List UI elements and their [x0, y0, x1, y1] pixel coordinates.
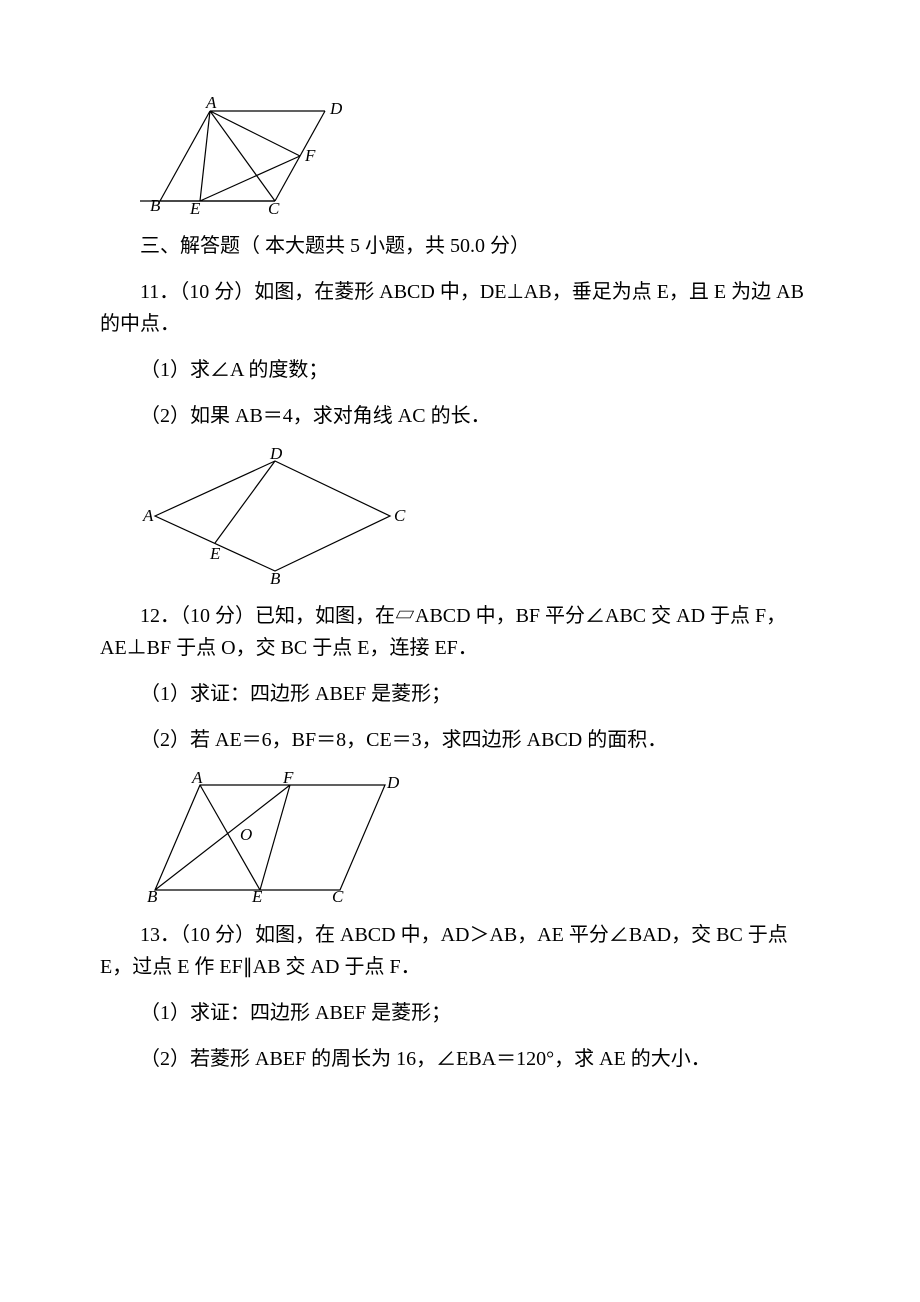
label-A: A — [205, 96, 217, 112]
label-B: B — [150, 196, 161, 215]
q12-label-C: C — [332, 887, 344, 905]
section-3-heading: 三、解答题（ 本大题共 5 小题，共 50.0 分） — [100, 230, 820, 262]
q10-svg: A B C D E F — [140, 96, 360, 216]
figure-q12: A B C D E F O — [140, 770, 820, 905]
label-F: F — [304, 146, 316, 165]
q11-label-E: E — [209, 544, 221, 563]
q12-label-O: O — [240, 825, 252, 844]
q12-label-E: E — [251, 887, 263, 905]
q12-label-D: D — [386, 773, 400, 792]
q11-stem: 11．（10 分）如图，在菱形 ABCD 中，DE⊥AB，垂足为点 E，且 E … — [100, 276, 820, 340]
q13-part2: （2）若菱形 ABEF 的周长为 16，∠EBA＝120°，求 AE 的大小． — [100, 1043, 820, 1075]
q11-label-D: D — [269, 446, 283, 463]
q12-label-A: A — [191, 770, 203, 787]
q12-label-B: B — [147, 887, 158, 905]
q11-label-C: C — [394, 506, 406, 525]
figure-q10: A B C D E F — [140, 96, 820, 216]
q12-part2: （2）若 AE＝6，BF＝8，CE＝3，求四边形 ABCD 的面积． — [100, 724, 820, 756]
q12-svg: A B C D E F O — [140, 770, 400, 905]
label-C: C — [268, 199, 280, 216]
q12-stem: 12．（10 分）已知，如图，在▱ABCD 中，BF 平分∠ABC 交 AD 于… — [100, 600, 820, 664]
q11-label-B: B — [270, 569, 281, 586]
q11-part2: （2）如果 AB＝4，求对角线 AC 的长． — [100, 400, 820, 432]
q13-stem: 13．（10 分）如图，在 ABCD 中，AD＞AB，AE 平分∠BAD，交 B… — [100, 919, 820, 983]
q12-label-F: F — [282, 770, 294, 787]
label-E: E — [189, 199, 201, 216]
label-D: D — [329, 99, 343, 118]
q13-part1: （1）求证：四边形 ABEF 是菱形； — [100, 997, 820, 1029]
q11-label-A: A — [142, 506, 154, 525]
q12-part1: （1）求证：四边形 ABEF 是菱形； — [100, 678, 820, 710]
q11-part1: （1）求∠A 的度数； — [100, 354, 820, 386]
figure-q11: A B C D E — [140, 446, 820, 586]
q11-svg: A B C D E — [140, 446, 410, 586]
